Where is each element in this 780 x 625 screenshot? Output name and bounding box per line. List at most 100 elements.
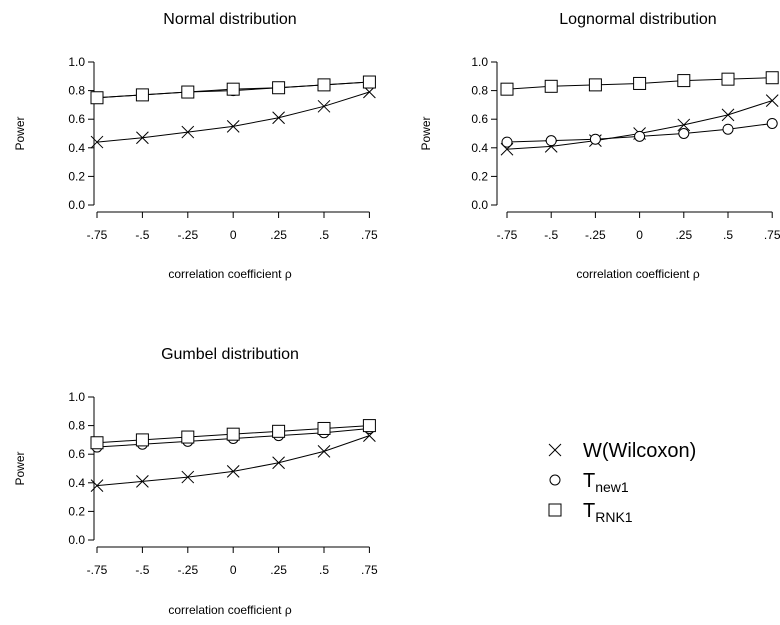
legend-item: W(Wilcoxon)	[548, 440, 696, 462]
legend-item: TRNK1	[548, 500, 633, 525]
data-point	[362, 419, 376, 433]
y-axis-label: Power	[419, 116, 433, 150]
data-point	[90, 135, 104, 149]
data-point	[678, 128, 690, 139]
data-point	[317, 421, 331, 435]
data-point	[272, 456, 285, 470]
x-tick-label: 0	[230, 228, 237, 242]
y-tick-label: 1.0	[68, 390, 85, 404]
series-t-rnk1	[90, 75, 376, 105]
y-tick-label: 0.8	[68, 419, 85, 433]
x-tick-label: .75	[764, 228, 780, 242]
panel-1: Normal distribution 0.0 0.2 0.4 0.6 0.8 1.0 -.7…	[13, 11, 378, 281]
y-tick-label: 0.8	[471, 84, 488, 98]
series-w-wilcoxon-	[90, 85, 376, 149]
data-point	[317, 78, 331, 92]
legend-item: Tnew1	[549, 470, 629, 495]
x-tick-label: -.75	[497, 228, 518, 242]
data-point	[677, 74, 691, 88]
y-tick-label: 1.0	[471, 55, 488, 69]
x-axis-label: correlation coefficient ρ	[576, 267, 700, 281]
legend-marker-circle	[549, 474, 561, 486]
x-tick-label: -.25	[585, 228, 606, 242]
series-w-wilcoxon-	[90, 429, 376, 493]
data-point	[181, 470, 195, 484]
data-point	[181, 85, 195, 99]
data-point	[181, 430, 195, 444]
data-point	[226, 119, 240, 133]
data-point	[226, 427, 240, 441]
y-tick-label: 0.0	[68, 533, 85, 547]
data-point	[90, 479, 104, 493]
x-tick-label: -.5	[135, 563, 149, 577]
panel-title: Lognormal distribution	[559, 11, 716, 28]
data-point	[765, 71, 779, 85]
y-axis-label: Power	[13, 116, 27, 150]
series-t-rnk1	[90, 419, 376, 450]
data-point	[135, 88, 149, 102]
y-tick-label: 0.2	[68, 169, 85, 183]
x-tick-label: .5	[319, 563, 329, 577]
legend-label-subscript: RNK1	[595, 509, 633, 525]
panel-title: Gumbel distribution	[161, 346, 299, 363]
data-point	[272, 81, 286, 95]
x-tick-label: -.25	[177, 563, 198, 577]
data-point	[135, 433, 149, 447]
y-tick-label: 0.4	[68, 476, 85, 490]
x-tick-label: .5	[723, 228, 733, 242]
y-tick-label: 0.2	[471, 169, 488, 183]
data-point	[501, 136, 513, 148]
panel-2: Lognormal distribution 0.0 0.2 0.4 0.6 0.8 1.0…	[419, 11, 780, 281]
series-w-wilcoxon-	[500, 94, 779, 156]
data-point	[765, 94, 779, 107]
data-point	[766, 117, 778, 129]
y-tick-label: 0.6	[471, 112, 488, 126]
x-tick-label: .75	[361, 563, 378, 577]
legend-label: W(Wilcoxon)	[583, 440, 696, 462]
x-axis-label: correlation coefficient ρ	[168, 603, 292, 617]
data-point	[500, 82, 514, 96]
legend: W(Wilcoxon) Tnew1 TRNK1	[548, 440, 696, 525]
legend-label: TRNK1	[583, 500, 633, 525]
data-point	[722, 123, 734, 135]
x-tick-label: .25	[675, 228, 692, 242]
y-tick-label: 0.0	[471, 198, 488, 212]
x-tick-label: -.75	[87, 228, 108, 242]
y-tick-label: 1.0	[68, 55, 85, 69]
x-axis-label: correlation coefficient ρ	[168, 267, 292, 281]
data-point	[544, 79, 558, 93]
y-tick-label: 0.4	[471, 141, 488, 155]
y-tick-label: 0.8	[68, 84, 85, 98]
data-point	[677, 118, 691, 132]
y-tick-label: 0.6	[68, 112, 85, 126]
data-point	[589, 133, 601, 145]
data-point	[90, 436, 104, 450]
x-tick-label: -.75	[87, 563, 108, 577]
x-tick-label: 0	[636, 228, 643, 242]
data-point	[545, 135, 557, 147]
data-point	[272, 111, 285, 125]
data-point	[181, 125, 195, 139]
x-tick-label: -.25	[177, 228, 198, 242]
data-point	[362, 75, 376, 89]
data-point	[90, 91, 104, 105]
panel-3: Gumbel distribution 0.0 0.2 0.4 0.6 0.8 1.0 -.7…	[13, 346, 378, 617]
data-point	[633, 76, 647, 90]
data-point	[588, 78, 602, 92]
data-point	[317, 444, 331, 458]
y-tick-label: 0.0	[68, 198, 85, 212]
data-point	[317, 99, 331, 113]
data-point	[721, 72, 735, 86]
legend-marker-square	[548, 503, 562, 517]
x-tick-label: -.5	[544, 228, 558, 242]
x-tick-label: -.5	[135, 228, 149, 242]
y-tick-label: 0.2	[68, 504, 85, 518]
data-point	[226, 465, 240, 478]
series-t-rnk1	[500, 71, 779, 96]
x-tick-label: .25	[270, 563, 287, 577]
legend-label-subscript: new1	[595, 479, 629, 495]
x-tick-label: 0	[230, 563, 237, 577]
data-point	[721, 108, 735, 122]
y-tick-label: 0.6	[68, 447, 85, 461]
